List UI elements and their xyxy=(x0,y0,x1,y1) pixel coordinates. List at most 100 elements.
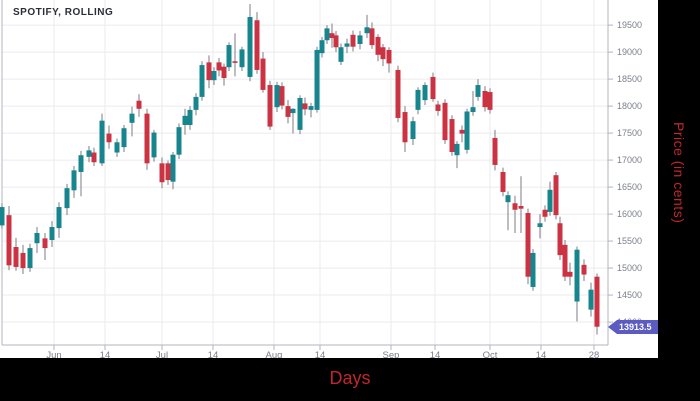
y-tick-label: 14500 xyxy=(617,290,642,300)
candle-down xyxy=(430,76,436,100)
candle-up xyxy=(314,49,320,110)
candle-up xyxy=(199,65,205,97)
candle-down xyxy=(13,247,19,267)
candle-down xyxy=(329,33,335,39)
candle-up xyxy=(99,120,105,164)
x-tick-label: 14 xyxy=(536,350,547,358)
candle-down xyxy=(106,133,112,143)
candle-down xyxy=(557,223,563,256)
plot-svg: 19500 19000 18500 18000 17500 17000 16500 16000… xyxy=(0,0,642,358)
candle-down xyxy=(512,203,518,210)
candlestick-chart: SPOTIFY, ROLLING 19500 19000 18500 18000 175… xyxy=(0,0,658,358)
candle-down xyxy=(91,152,97,163)
candle-up xyxy=(239,49,245,68)
candle-up xyxy=(338,47,344,62)
candle-down xyxy=(395,69,401,118)
candle-up xyxy=(34,232,40,244)
candle-down xyxy=(449,119,455,152)
y-tick-label: 15500 xyxy=(617,236,642,246)
candle-up xyxy=(170,154,176,182)
last-price-label: 13913.5 xyxy=(608,320,658,334)
candle-up xyxy=(588,289,594,310)
x-tick-label: Sep xyxy=(383,350,400,358)
candle-up xyxy=(357,35,363,45)
candle-down xyxy=(144,113,150,164)
candle-down xyxy=(285,106,291,117)
candle-up xyxy=(324,28,330,41)
y-axis-title: Price (in cents) xyxy=(671,121,687,224)
candle-up xyxy=(308,106,314,110)
candle-down xyxy=(159,163,165,183)
candle-down xyxy=(6,215,12,266)
candle-down xyxy=(567,271,573,277)
candle-down xyxy=(492,137,498,165)
candle-up xyxy=(129,113,135,123)
x-axis-title: Days xyxy=(329,367,371,388)
candle-down xyxy=(375,36,381,55)
candle-down xyxy=(206,62,212,81)
candle-down xyxy=(518,205,524,209)
candle-up xyxy=(537,223,543,228)
candle-down xyxy=(553,175,559,216)
x-tick-label: Aug xyxy=(266,350,283,358)
candle-down xyxy=(562,244,568,277)
candle-up xyxy=(274,85,280,108)
candle-up xyxy=(574,249,580,302)
candle-down xyxy=(482,90,488,108)
candle-down xyxy=(350,34,356,47)
candle-up xyxy=(27,248,33,269)
candle-down xyxy=(442,102,448,141)
candle-up xyxy=(547,189,553,212)
candle-up xyxy=(193,96,199,110)
y-tick-label: 17500 xyxy=(617,128,642,138)
candle-up xyxy=(121,128,127,148)
candle-down xyxy=(254,20,260,70)
y-tick-label: 18000 xyxy=(617,101,642,111)
candle-up xyxy=(86,150,92,157)
candle-down xyxy=(459,129,465,134)
candle-up xyxy=(151,132,157,158)
candle-up xyxy=(319,40,325,54)
candle-up xyxy=(78,155,84,172)
x-tick-label: Oct xyxy=(483,350,498,358)
candle-up xyxy=(290,108,296,114)
candle-down xyxy=(487,92,493,110)
candle-down xyxy=(525,212,531,277)
candle-up xyxy=(344,43,350,47)
candle-up xyxy=(505,195,511,203)
x-tick-label: 14 xyxy=(430,350,441,358)
y-tick-label: 16000 xyxy=(617,209,642,219)
x-tick-label: Jun xyxy=(46,350,61,358)
x-tick-label: Jul xyxy=(156,350,168,358)
chart-title: SPOTIFY, ROLLING xyxy=(13,7,114,18)
candle-up xyxy=(364,27,370,34)
candle-down xyxy=(369,28,375,46)
candle-up xyxy=(176,127,182,155)
candle-down xyxy=(302,103,308,110)
candle-up xyxy=(182,115,188,125)
y-tick-label: 19000 xyxy=(617,47,642,57)
candle-up xyxy=(470,107,476,113)
candle-up xyxy=(56,207,62,229)
x-tick-label: 14 xyxy=(100,350,111,358)
candle-up xyxy=(49,227,55,240)
candle-down xyxy=(20,252,26,269)
candle-down xyxy=(581,264,587,275)
candle-up xyxy=(114,142,120,153)
candle-down xyxy=(500,171,506,192)
candle-up xyxy=(297,97,303,130)
candle-up xyxy=(530,252,536,287)
candle-up xyxy=(422,85,428,101)
candle-down xyxy=(260,58,266,90)
candle-up xyxy=(410,121,416,140)
y-tick-label: 15000 xyxy=(617,263,642,273)
candle-down xyxy=(165,163,171,181)
x-tick-label: 14 xyxy=(208,350,219,358)
y-tick-label: 17000 xyxy=(617,155,642,165)
y-tick-label: 16500 xyxy=(617,182,642,192)
candle-up xyxy=(211,70,217,81)
candle-up xyxy=(475,85,481,97)
candle-up xyxy=(247,17,253,77)
candle-down xyxy=(136,100,142,109)
